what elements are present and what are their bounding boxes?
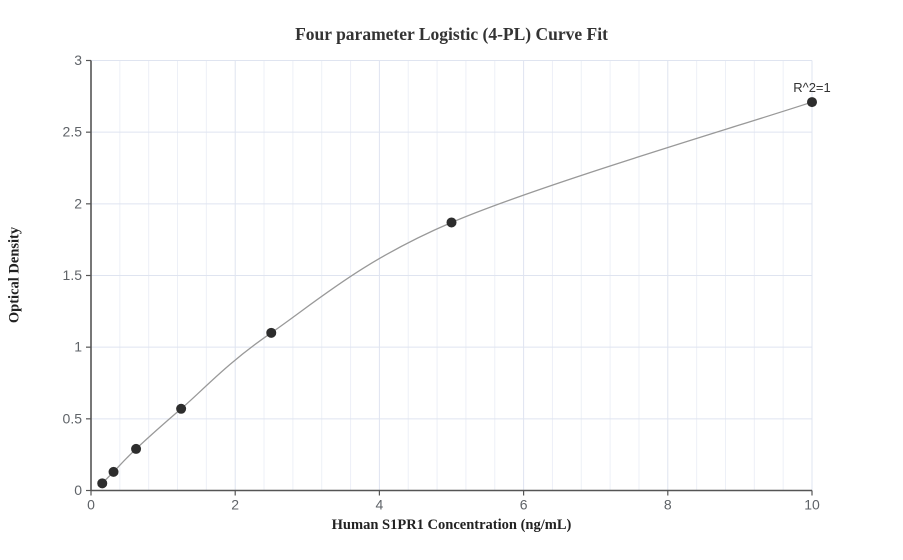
y-tick-label: 3 (74, 52, 82, 68)
x-tick-label: 0 (87, 497, 95, 513)
r-squared-annotation: R^2=1 (793, 80, 831, 95)
data-point (131, 443, 142, 454)
y-tick-label: 0.5 (63, 410, 83, 426)
x-axis-title: Human S1PR1 Concentration (ng/mL) (331, 517, 572, 533)
data-point (108, 466, 119, 477)
y-tick-label: 0 (74, 482, 82, 498)
y-tick-label: 2.5 (63, 124, 83, 140)
x-tick-label: 8 (664, 497, 672, 513)
fit-curve (101, 101, 813, 484)
x-tick-label: 2 (231, 497, 239, 513)
chart-title: Four parameter Logistic (4-PL) Curve Fit (295, 24, 608, 44)
y-tick-label: 2 (74, 195, 82, 211)
axes: 0 2 4 6 8 10 0 0.5 1 1.5 2 2.5 3 (63, 52, 820, 513)
grid (91, 60, 813, 491)
data-point (97, 478, 108, 489)
y-tick-label: 1 (74, 339, 82, 355)
data-point (266, 327, 277, 338)
y-tick-label: 1.5 (63, 267, 83, 283)
x-tick-label: 6 (520, 497, 528, 513)
data-point (176, 403, 187, 414)
data-point (446, 217, 457, 228)
data-points (97, 97, 817, 489)
x-tick-label: 4 (376, 497, 384, 513)
x-tick-label: 10 (804, 497, 820, 513)
data-point (807, 97, 817, 108)
